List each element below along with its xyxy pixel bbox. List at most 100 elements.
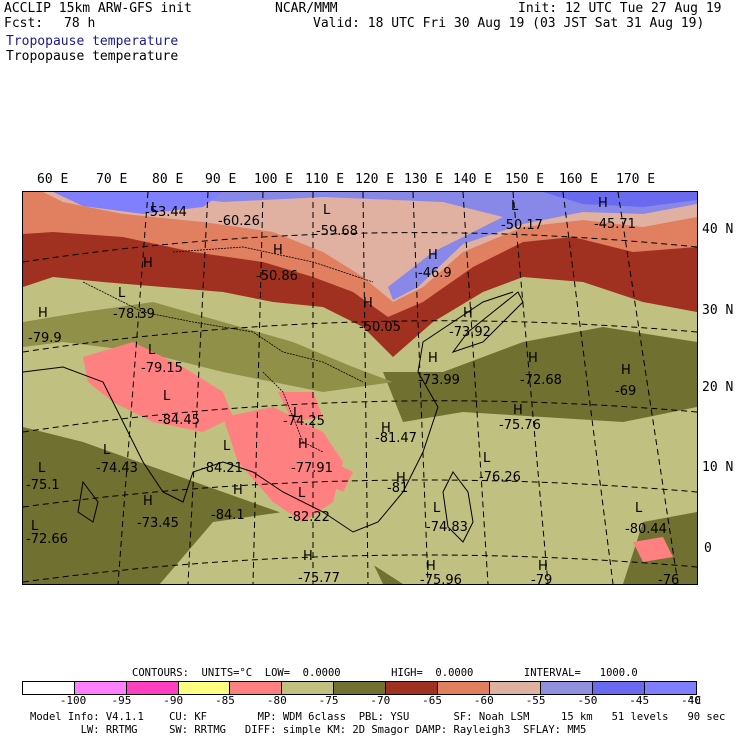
high-marker: H xyxy=(621,363,631,378)
field-title-contour: Tropopause temperature xyxy=(6,49,179,64)
field-tropical-south xyxy=(159,512,383,584)
lon-label: 150 E xyxy=(505,172,545,187)
low-marker: L xyxy=(148,343,156,358)
coastline-philippines xyxy=(442,471,474,543)
value-label: -84.1 xyxy=(211,508,245,523)
run-title: ACCLIP 15km ARW-GFS init xyxy=(4,1,192,16)
value-label: -46.9 xyxy=(418,266,452,281)
low-marker: L xyxy=(433,501,441,516)
colorbar-swatch xyxy=(282,682,335,694)
high-marker: H xyxy=(396,471,406,486)
value-label: -75.76 xyxy=(499,418,541,433)
low-marker: L xyxy=(635,501,643,516)
value-label: -79 xyxy=(531,573,552,585)
cold-patch-east xyxy=(633,537,673,562)
lon-label: 110 E xyxy=(305,172,345,187)
value-label: -79.15 xyxy=(141,361,183,376)
high-marker: H xyxy=(428,248,438,263)
field-band-olive-north xyxy=(23,302,393,392)
high-marker: H xyxy=(463,306,473,321)
colorbar-swatch xyxy=(23,682,75,694)
lon-label: 120 E xyxy=(355,172,395,187)
value-label: -73.92 xyxy=(449,325,491,340)
value-label: -59.68 xyxy=(316,224,358,239)
lon-label: 130 E xyxy=(404,172,444,187)
high-marker: H xyxy=(513,403,523,418)
high-marker: H xyxy=(528,351,538,366)
value-label: -77.91 xyxy=(291,461,333,476)
low-marker: L xyxy=(38,461,46,476)
colorbar-tick-label: -50 xyxy=(577,694,598,707)
low-marker: L xyxy=(511,199,519,214)
colorbar-unit: °C xyxy=(688,694,702,707)
value-label: -50.17 xyxy=(501,218,543,233)
value-label: -73.45 xyxy=(137,516,179,531)
high-marker: H xyxy=(598,196,608,211)
high-marker: H xyxy=(538,559,548,574)
value-label: -76 xyxy=(658,573,679,585)
low-marker: L xyxy=(298,486,306,501)
field-band-dark-pacific xyxy=(383,327,697,422)
value-label: -81 xyxy=(387,481,408,496)
lon-label: 60 E xyxy=(37,172,69,187)
lon-label: 80 E xyxy=(152,172,184,187)
colorbar-tick-label: -40 xyxy=(681,694,701,707)
value-label: -74.43 xyxy=(96,461,138,476)
colorbar xyxy=(22,681,697,695)
value-label: -76.26 xyxy=(479,470,521,485)
value-label: -72.68 xyxy=(520,373,562,388)
colorbar-swatch xyxy=(230,682,283,694)
high-marker: H xyxy=(363,296,373,311)
low-marker: L xyxy=(223,439,231,454)
forecast-hour: 78 h xyxy=(64,16,96,31)
lat-label: 10 N xyxy=(702,460,734,475)
colorbar-swatch xyxy=(126,682,179,694)
lat-label: 20 N xyxy=(702,380,734,395)
high-marker: H xyxy=(303,549,313,564)
coastline-japan xyxy=(451,291,524,353)
high-marker: H xyxy=(381,421,391,436)
graticule xyxy=(23,192,697,584)
colorbar-tick-label: -45 xyxy=(629,694,650,707)
low-marker: L xyxy=(118,286,126,301)
model-info-line1: Model Info: V4.1.1 CU: KF MP: WDM 6class… xyxy=(30,711,726,723)
colorbar-tick-label: -85 xyxy=(215,694,235,707)
high-marker: H xyxy=(143,494,153,509)
colorbar-swatch xyxy=(385,682,438,694)
cold-patch-scs xyxy=(323,462,353,492)
value-label: -72.66 xyxy=(26,532,68,547)
high-marker: H xyxy=(426,559,436,574)
colorbar-swatch xyxy=(541,682,594,694)
colorbar-swatch xyxy=(178,682,231,694)
value-label: -50.05 xyxy=(359,320,401,335)
valid-time: Valid: 18 UTC Fri 30 Aug 19 (03 JST Sat … xyxy=(313,16,705,31)
colorbar-swatch xyxy=(437,682,490,694)
colorbar-tick-label: -60 xyxy=(473,694,494,707)
colorbar-swatch xyxy=(334,682,386,694)
value-label: -80.44 xyxy=(625,522,667,537)
low-marker: L xyxy=(483,451,491,466)
colorbar-tick-label: -90 xyxy=(163,694,184,707)
value-label: -84.45 xyxy=(158,413,200,428)
cold-patch-burma xyxy=(278,392,323,422)
value-label: -69 xyxy=(615,384,636,399)
value-label: -79.9 xyxy=(28,331,62,346)
high-marker: H xyxy=(428,351,438,366)
coastline-asia xyxy=(23,291,514,533)
colorbar-tick-label: -55 xyxy=(525,694,546,707)
cold-patch-india xyxy=(83,342,233,432)
colorbar-swatch xyxy=(74,682,127,694)
colorbar-tick-label: -70 xyxy=(370,694,391,707)
lon-label: 140 E xyxy=(453,172,493,187)
pressure-marks: L L H H H H L H L H H L H H H L L H H L L H L L H H L H L L L H H H xyxy=(31,196,643,574)
low-marker: L xyxy=(103,443,111,458)
value-label: -75.77 xyxy=(298,571,340,585)
value-label: -45.71 xyxy=(594,217,636,232)
value-label: -82.22 xyxy=(288,510,330,525)
coastline-sri-lanka xyxy=(77,480,99,523)
value-labels: -53.44 -60.26 -59.68 -50.86 -46.9 -50.05 -50.1… xyxy=(26,205,679,585)
value-label: -73.99 xyxy=(418,373,460,388)
model-info-line2: LW: RRTMG SW: RRTMG DIFF: simple KM: 2D … xyxy=(30,724,587,736)
contours-info: CONTOURS: UNITS=°C LOW= 0.0000 HIGH= 0.0… xyxy=(132,667,638,679)
value-label: -78.39 xyxy=(113,307,155,322)
